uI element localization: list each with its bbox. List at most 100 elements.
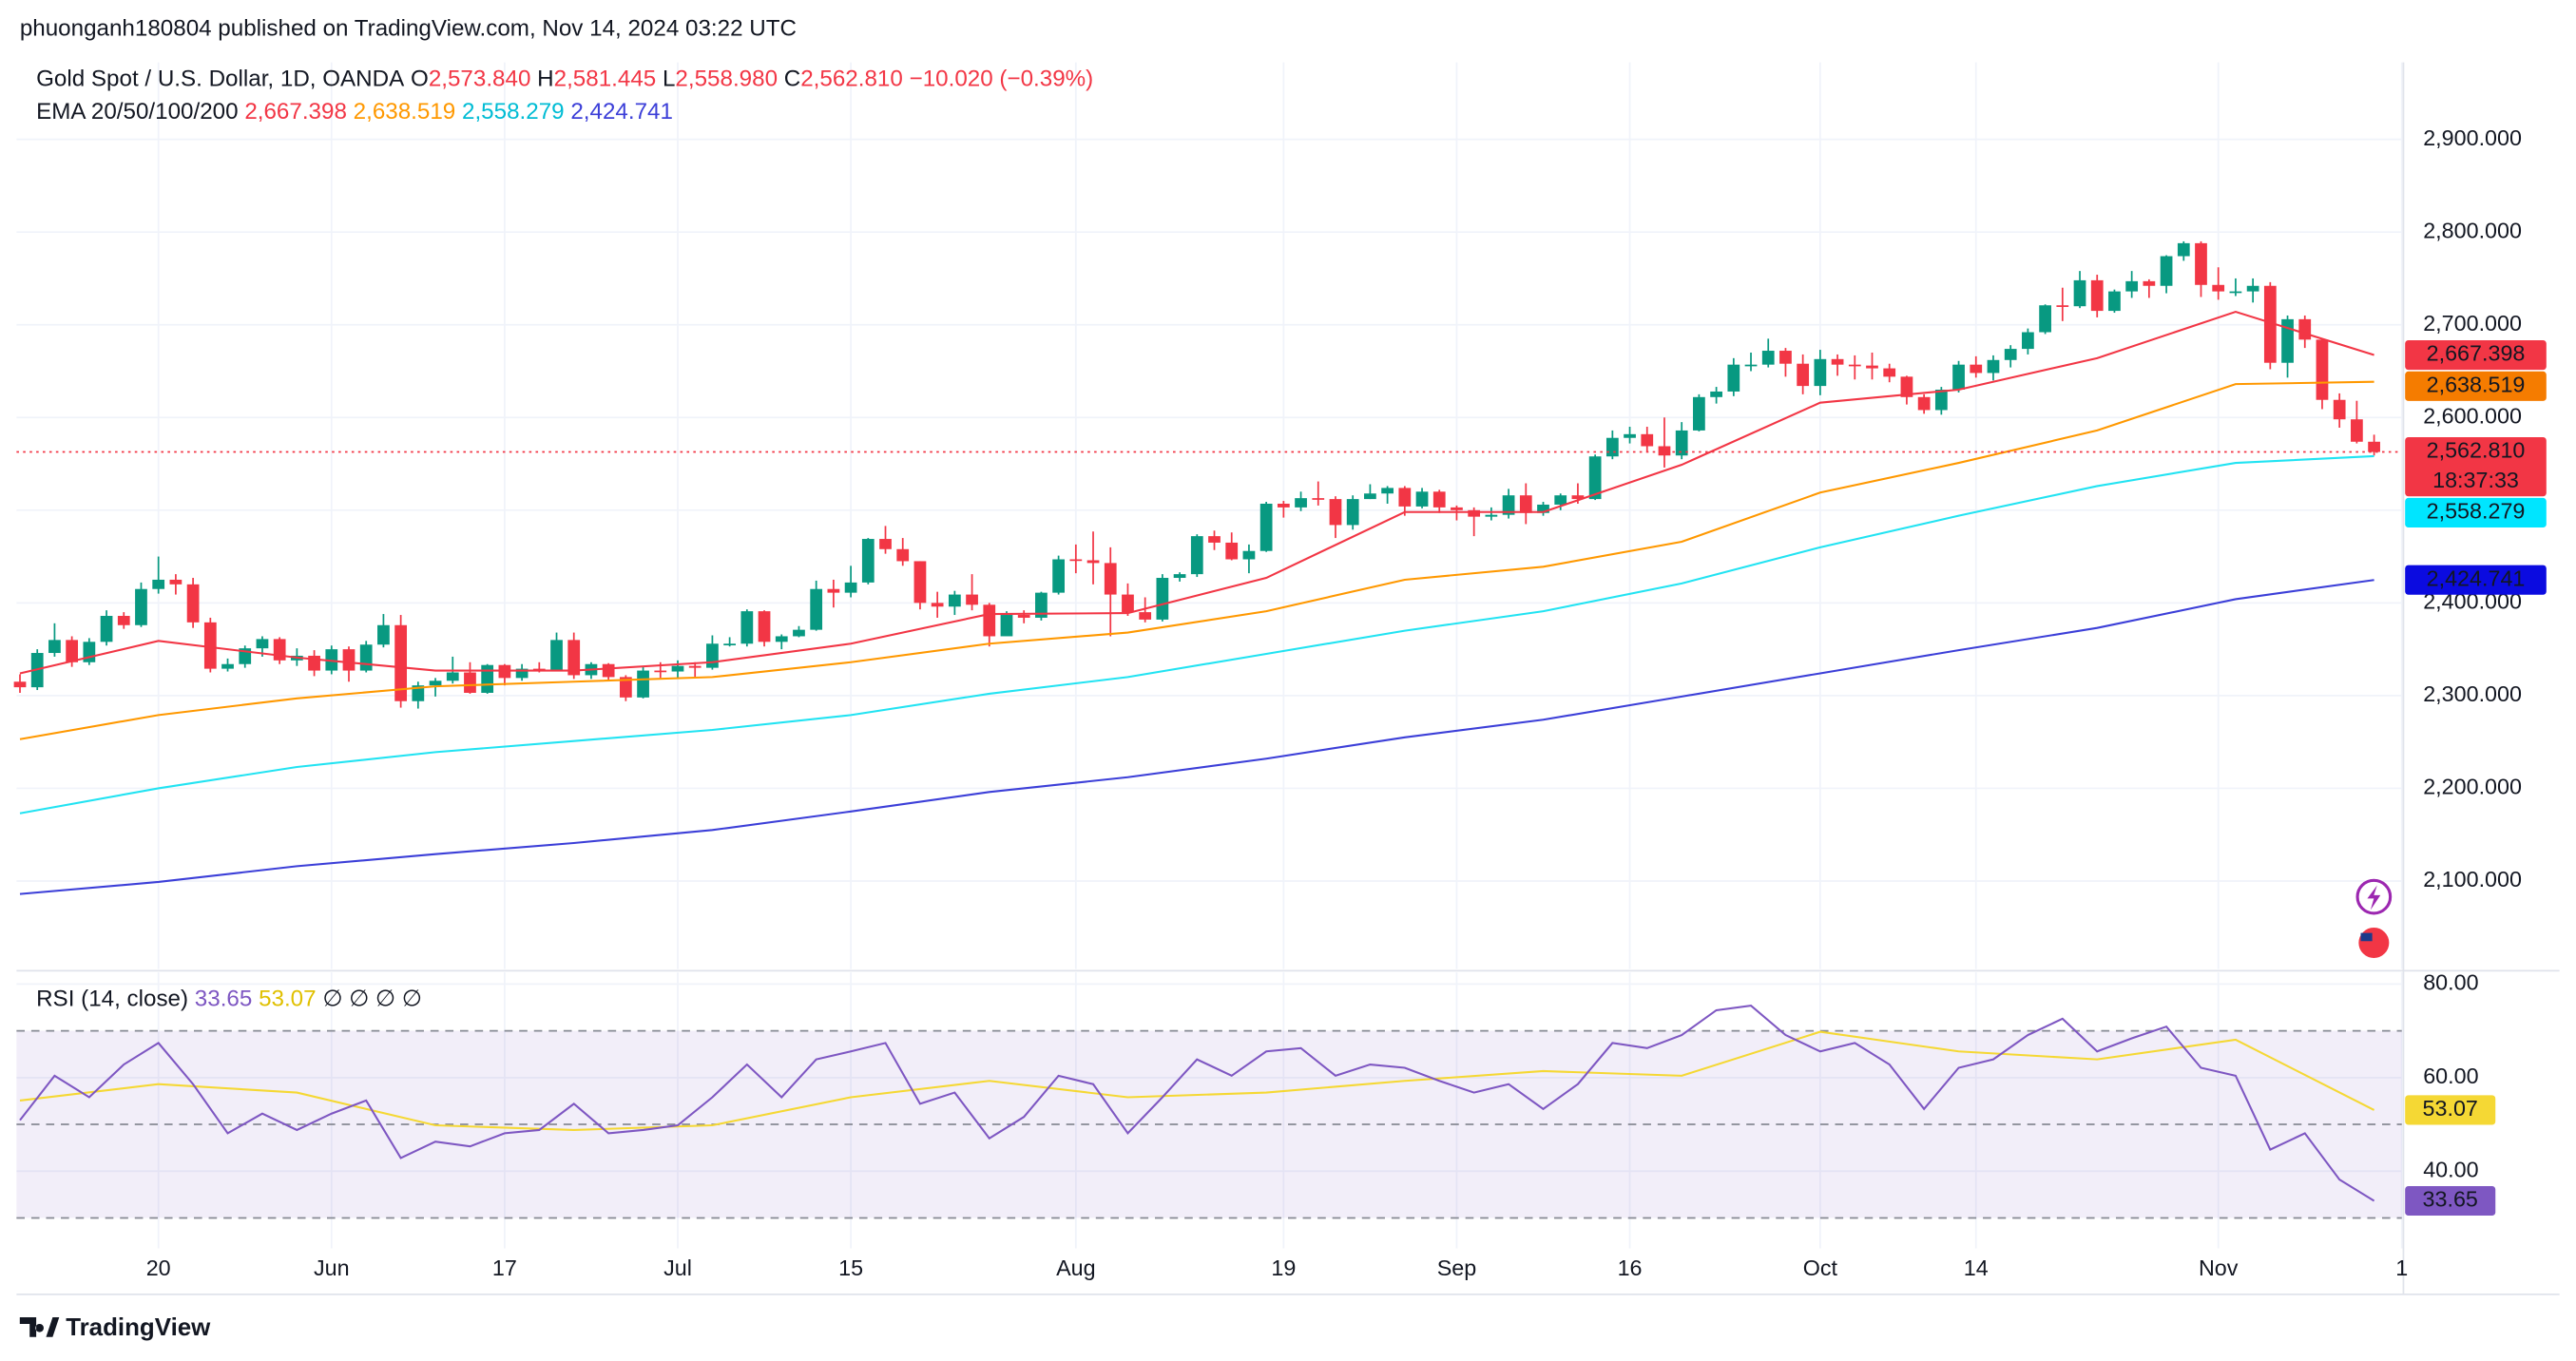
x-tick-label: 17 xyxy=(492,1256,517,1280)
candle-body xyxy=(2039,305,2051,333)
x-tick-label: 19 xyxy=(1271,1256,1296,1280)
candle-body xyxy=(377,624,390,645)
candle-body xyxy=(2073,279,2086,307)
indicator-line xyxy=(19,454,2374,815)
ohlc-value: 2,558.980 xyxy=(675,67,778,92)
y-tick-label: 2,600.000 xyxy=(2423,403,2522,428)
candle-body xyxy=(2281,318,2294,363)
candle-body xyxy=(1641,433,1654,447)
x-tick-label: Jul xyxy=(663,1256,692,1280)
candle-body xyxy=(83,642,96,662)
icon xyxy=(2360,932,2373,942)
candle-body xyxy=(758,611,771,642)
icons xyxy=(2355,878,2393,961)
candle-body xyxy=(844,582,857,593)
candle-body xyxy=(221,663,234,669)
candle-body xyxy=(1312,498,1325,500)
candle-body xyxy=(1415,491,1429,507)
ohlc-value: 2,573.840 xyxy=(429,67,531,92)
rsi-badge-label: 53.07 xyxy=(2423,1096,2478,1121)
candle-body xyxy=(896,548,910,562)
candle-body xyxy=(1381,488,1394,494)
candle-body xyxy=(1744,364,1758,367)
candle-body xyxy=(1848,364,1861,367)
ohlc-value: 2,581.445 xyxy=(554,67,657,92)
candle-body xyxy=(1277,503,1290,508)
candle-body xyxy=(203,622,217,669)
x-tick-label: Aug xyxy=(1056,1256,1096,1280)
candle-body xyxy=(1917,396,1931,411)
candle-body xyxy=(2056,305,2069,307)
ema-title: EMA 20/50/100/200 xyxy=(36,100,238,125)
candle-body xyxy=(1675,430,1688,456)
candle-body xyxy=(1156,578,1169,620)
candle-body xyxy=(1295,498,1307,508)
icon xyxy=(2355,925,2392,961)
candle-body xyxy=(1987,359,2000,374)
x-tick-label: Jun xyxy=(314,1256,350,1280)
candle-body xyxy=(637,670,649,698)
logo xyxy=(19,1317,60,1337)
indicator-line xyxy=(19,310,2374,675)
candle-body xyxy=(2351,419,2363,442)
candle-body xyxy=(1000,615,1013,637)
candle-body xyxy=(1086,560,1100,564)
candle-body xyxy=(1710,391,1722,397)
candle-body xyxy=(2333,399,2346,420)
candle-body xyxy=(2108,291,2121,312)
candle-body xyxy=(1761,351,1775,365)
candle-body xyxy=(550,640,563,670)
candle-body xyxy=(1451,507,1463,510)
rsi-value: 33.65 xyxy=(195,987,253,1012)
candle-body xyxy=(169,579,183,585)
y-tick-label: 2,100.000 xyxy=(2423,867,2522,891)
price-badge xyxy=(2405,339,2547,371)
ohlc-key: H xyxy=(537,67,553,92)
candle-body xyxy=(567,640,581,676)
candle-body xyxy=(1139,612,1152,620)
candle-body xyxy=(2143,280,2156,286)
indicator-line xyxy=(19,1030,2375,1131)
candle-body xyxy=(1208,536,1221,543)
candle-body xyxy=(1173,574,1186,579)
price-badge xyxy=(2405,436,2547,497)
ema-value: 2,424.741 xyxy=(570,100,673,125)
symbol-legend: Gold Spot / U.S. Dollar, 1D, OANDA O2,57… xyxy=(36,67,1093,92)
candle-body xyxy=(1519,495,1532,513)
candle-body xyxy=(723,643,736,645)
indicator-line xyxy=(19,380,2374,740)
y-tick-label: 2,200.000 xyxy=(2423,775,2522,799)
candle-body xyxy=(1554,495,1567,505)
ohlc: O2,573.840 H2,581.445 L2,558.980 C2,562.… xyxy=(411,67,910,92)
candle-body xyxy=(1346,499,1359,526)
published-line: phuonganh180804 published on TradingView… xyxy=(20,15,797,41)
ema-legend: EMA 20/50/100/200 2,667.398 2,638.519 2,… xyxy=(36,100,673,125)
candle-body xyxy=(186,584,200,623)
ohlc-value: 2,562.810 xyxy=(800,67,903,92)
candle-body xyxy=(1364,493,1376,500)
candle-body xyxy=(1329,499,1342,526)
candle-body xyxy=(2004,349,2017,360)
candle-body xyxy=(1537,504,1549,513)
candle-body xyxy=(342,649,356,671)
candle-body xyxy=(810,588,823,630)
candle-body xyxy=(2195,242,2207,285)
candle-body xyxy=(688,665,702,668)
candle-body xyxy=(1502,495,1515,515)
rsi-pane xyxy=(16,1004,2402,1219)
candle-body xyxy=(2125,280,2139,292)
candle-body xyxy=(983,604,996,637)
candle-body xyxy=(931,603,944,607)
candle-body xyxy=(1900,376,1913,397)
candle-body xyxy=(2229,291,2242,294)
candle-body xyxy=(1571,495,1585,500)
indicator-line xyxy=(19,1004,2375,1202)
candle-body xyxy=(1952,364,1965,391)
candle-body xyxy=(1605,437,1619,457)
candle-body xyxy=(654,670,667,673)
brand-name: TradingView xyxy=(66,1314,211,1341)
ema-value: 2,558.279 xyxy=(462,100,565,125)
icon xyxy=(2367,885,2381,911)
candle-body xyxy=(256,639,269,649)
